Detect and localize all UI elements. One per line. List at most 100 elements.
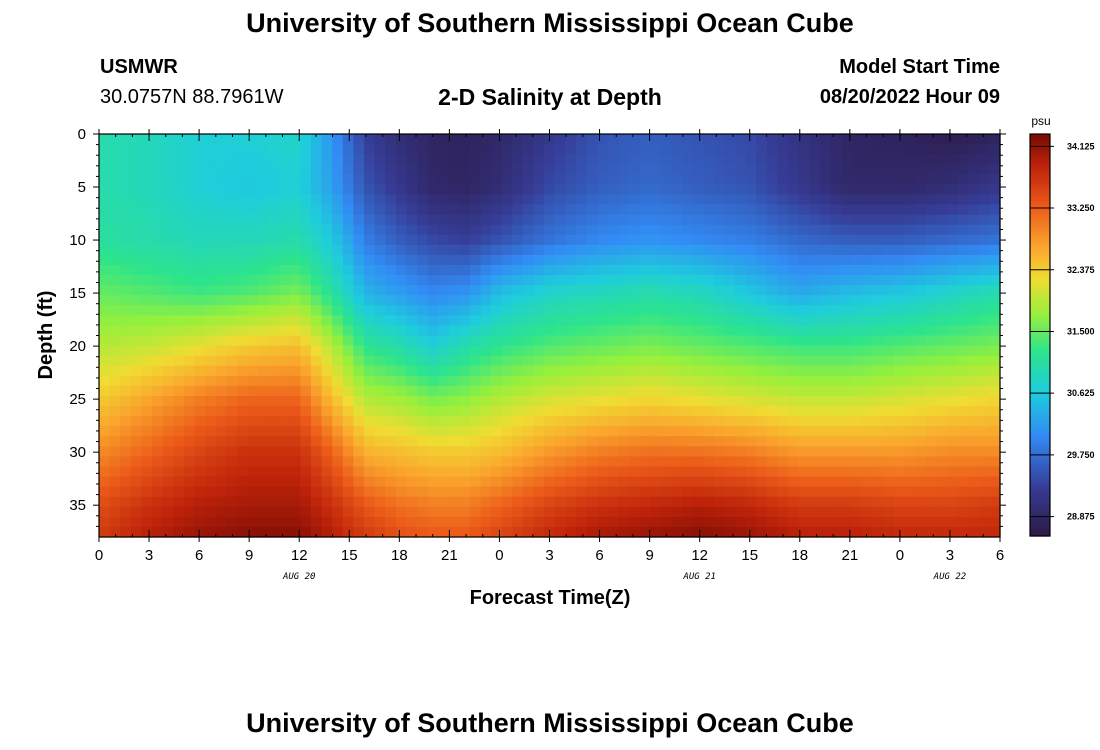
heatmap-cell <box>353 436 365 447</box>
heatmap-cell <box>173 234 185 246</box>
heatmap-cell <box>565 174 577 185</box>
heatmap-cell <box>788 416 800 427</box>
heatmap-cell <box>501 516 513 528</box>
heatmap-cell <box>703 214 715 226</box>
heatmap-cell <box>745 244 757 256</box>
heatmap-cell <box>565 446 577 457</box>
heatmap-cell <box>671 466 683 478</box>
heatmap-cell <box>809 335 821 347</box>
heatmap-cell <box>258 496 270 508</box>
heatmap-cell <box>586 295 598 306</box>
heatmap-cell <box>512 436 524 447</box>
heatmap-cell <box>321 375 333 387</box>
heatmap-cell <box>311 154 323 165</box>
heatmap-cell <box>268 144 280 155</box>
heatmap-cell <box>607 496 619 508</box>
heatmap-cell <box>819 466 831 478</box>
colorbar-segment <box>1030 378 1050 383</box>
heatmap-cell <box>459 375 471 387</box>
heatmap-cell <box>353 305 365 316</box>
heatmap-cell <box>978 134 990 145</box>
heatmap-cell <box>289 234 301 246</box>
heatmap-cell <box>533 254 545 266</box>
heatmap-cell <box>650 194 662 206</box>
heatmap-cell <box>247 275 259 286</box>
heatmap-cell <box>565 375 577 387</box>
heatmap-cell <box>501 456 513 468</box>
heatmap-cell <box>427 134 439 145</box>
heatmap-cell <box>438 345 450 357</box>
heatmap-cell <box>512 254 524 266</box>
heatmap-cell <box>936 244 948 256</box>
heatmap-cell <box>703 426 715 437</box>
heatmap-cell <box>162 345 174 357</box>
heatmap-cell <box>342 325 354 337</box>
heatmap-cell <box>459 466 471 478</box>
heatmap-cell <box>300 174 312 185</box>
heatmap-cell <box>205 436 217 447</box>
heatmap-cell <box>215 305 227 316</box>
heatmap-cell <box>215 295 227 306</box>
heatmap-cell <box>989 385 1001 397</box>
heatmap-cell <box>947 466 959 478</box>
heatmap-cell <box>735 345 747 357</box>
heatmap-cell <box>894 476 906 488</box>
colorbar-segment <box>1030 371 1050 376</box>
heatmap-cell <box>470 466 482 478</box>
heatmap-cell <box>597 476 609 488</box>
heatmap-cell <box>671 335 683 347</box>
heatmap-cell <box>141 365 153 377</box>
y-axis-label: Depth (ft) <box>35 291 57 380</box>
heatmap-cell <box>512 506 524 518</box>
heatmap-cell <box>417 516 429 528</box>
heatmap-cell <box>120 275 132 286</box>
colorbar-segment <box>1030 324 1050 329</box>
heatmap-cell <box>841 285 853 296</box>
heatmap-cell <box>247 254 259 266</box>
heatmap-cell <box>671 345 683 357</box>
heatmap-cell <box>480 365 492 377</box>
heatmap-cell <box>321 365 333 377</box>
heatmap-cell <box>247 144 259 155</box>
heatmap-cell <box>258 325 270 337</box>
heatmap-cell <box>978 335 990 347</box>
heatmap-cell <box>766 315 778 327</box>
heatmap-cell <box>830 315 842 327</box>
heatmap-cell <box>173 315 185 327</box>
heatmap-cell <box>162 375 174 387</box>
heatmap-cell <box>385 355 397 367</box>
heatmap-cell <box>194 486 206 498</box>
heatmap-cell <box>883 285 895 296</box>
heatmap-cell <box>660 516 672 528</box>
heatmap-cell <box>586 305 598 316</box>
heatmap-cell <box>162 134 174 145</box>
heatmap-cell <box>862 305 874 316</box>
heatmap-cell <box>788 144 800 155</box>
heatmap-cell <box>183 144 195 155</box>
heatmap-cell <box>470 436 482 447</box>
heatmap-cell <box>989 365 1001 377</box>
heatmap-cell <box>438 184 450 196</box>
heatmap-cell <box>279 244 291 256</box>
heatmap-cell <box>565 385 577 397</box>
heatmap-cell <box>862 285 874 296</box>
heatmap-cell <box>618 244 630 256</box>
heatmap-cell <box>279 516 291 528</box>
heatmap-cell <box>289 446 301 457</box>
heatmap-cell <box>841 184 853 196</box>
heatmap-cell <box>936 345 948 357</box>
heatmap-cell <box>682 184 694 196</box>
heatmap-cell <box>989 254 1001 266</box>
heatmap-cell <box>554 174 566 185</box>
heatmap-cell <box>851 395 863 407</box>
colorbar-segment <box>1030 472 1050 477</box>
heatmap-cell <box>766 275 778 286</box>
heatmap-cell <box>226 426 238 437</box>
heatmap-cell <box>205 385 217 397</box>
heatmap-cell <box>395 335 407 347</box>
heatmap-cell <box>671 204 683 216</box>
heatmap-cell <box>968 496 980 508</box>
heatmap-cell <box>692 345 704 357</box>
heatmap-cell <box>978 466 990 478</box>
heatmap-cell <box>120 164 132 175</box>
